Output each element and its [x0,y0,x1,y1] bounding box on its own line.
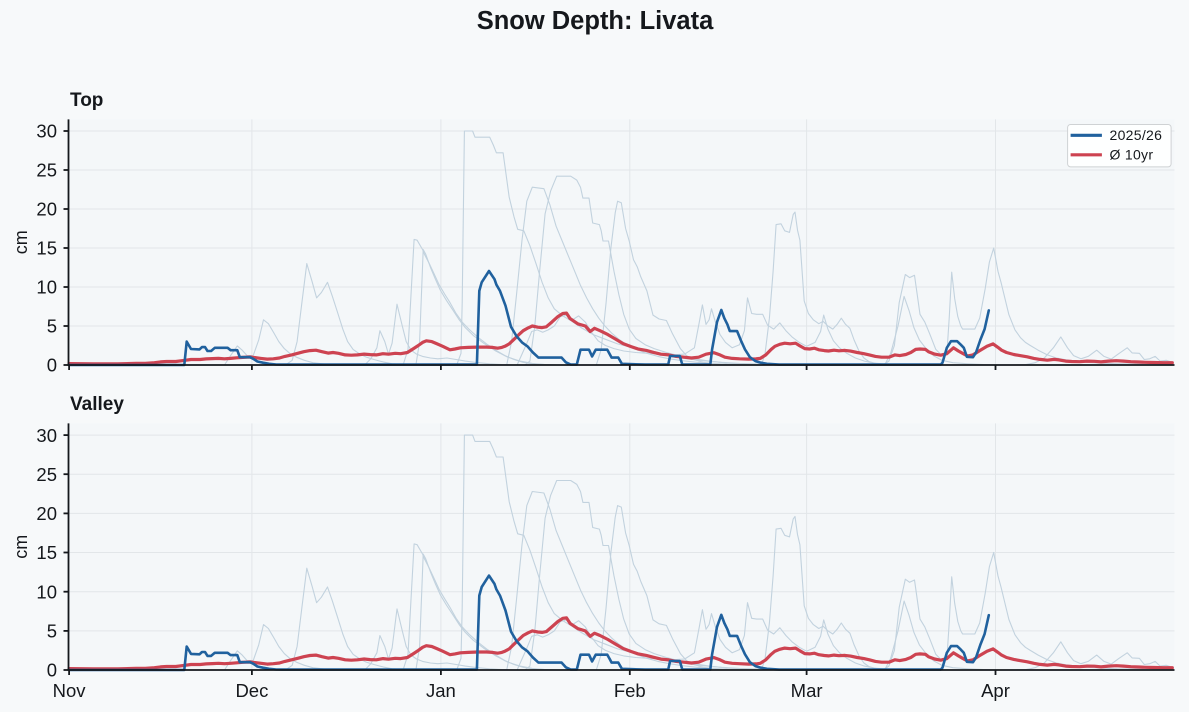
svg-text:10: 10 [36,581,57,602]
svg-text:15: 15 [36,542,57,563]
svg-text:15: 15 [36,238,57,259]
svg-text:Valley: Valley [70,394,124,415]
svg-text:Feb: Feb [614,680,646,701]
svg-text:25: 25 [36,464,57,485]
svg-text:5: 5 [47,621,57,642]
svg-text:cm: cm [11,230,31,254]
svg-text:5: 5 [47,316,57,337]
svg-text:20: 20 [36,503,57,524]
svg-text:10: 10 [36,277,57,298]
svg-text:25: 25 [36,160,57,181]
svg-text:0: 0 [47,660,57,681]
svg-text:Mar: Mar [791,680,823,701]
svg-text:Apr: Apr [981,680,1010,701]
svg-text:Top: Top [70,90,103,111]
svg-text:0: 0 [47,355,57,376]
svg-text:Nov: Nov [53,680,87,701]
svg-text:Jan: Jan [426,680,456,701]
svg-text:30: 30 [36,121,57,142]
svg-text:2025/26: 2025/26 [1110,127,1163,143]
svg-text:Dec: Dec [235,680,268,701]
svg-text:cm: cm [11,535,31,559]
svg-text:Snow Depth: Livata: Snow Depth: Livata [477,7,714,35]
svg-text:20: 20 [36,199,57,220]
svg-text:Ø 10yr: Ø 10yr [1110,147,1154,163]
svg-text:30: 30 [36,425,57,446]
